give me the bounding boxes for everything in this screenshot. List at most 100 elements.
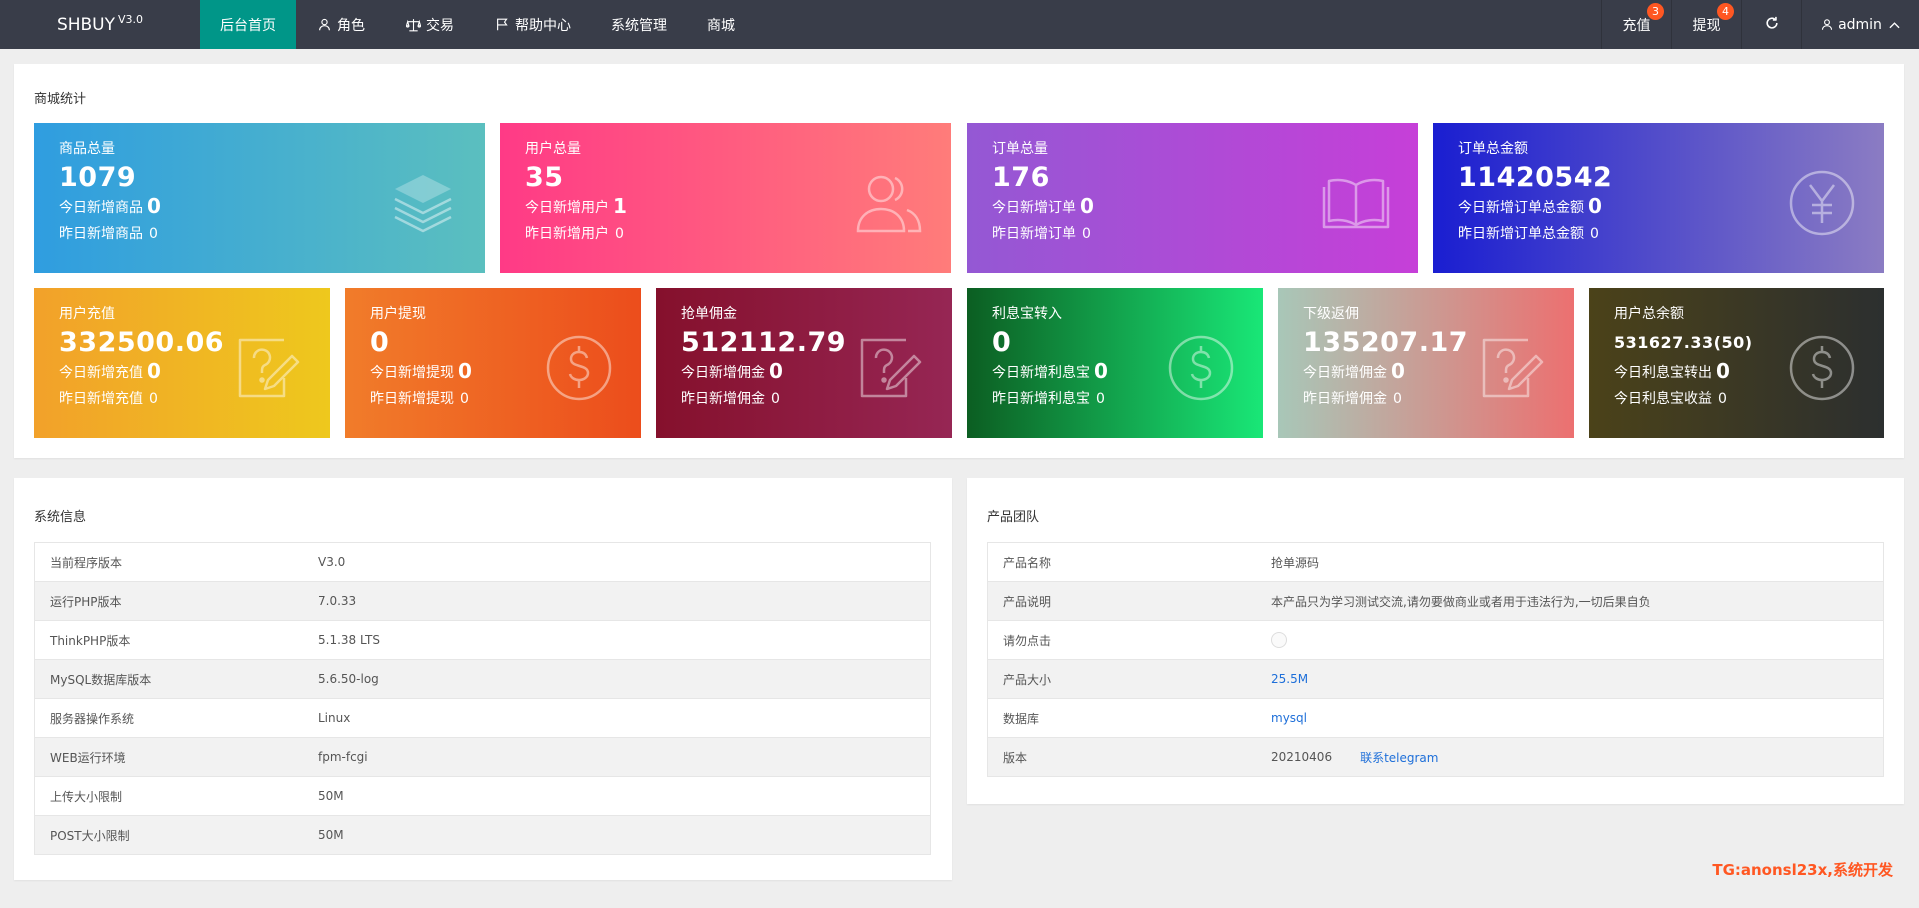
users-icon	[856, 175, 922, 233]
nav-system[interactable]: 系统管理	[591, 0, 687, 49]
dollar-circle-icon	[1168, 335, 1234, 401]
card-second-value: 0	[1096, 391, 1105, 407]
card-today-label: 今日新增订单总金额	[1458, 200, 1584, 216]
row-value: Linux	[318, 711, 351, 725]
stat-card-users[interactable]: 用户总量 35 今日新增用户 1 昨日新增用户 0	[500, 123, 951, 273]
stat-card-order-amount[interactable]: 订单总金额 11420542 今日新增订单总金额 0 昨日新增订单总金额 0	[1433, 123, 1884, 273]
stat-card-interest-in[interactable]: 利息宝转入 0 今日新增利息宝 0 昨日新增利息宝 0	[967, 288, 1263, 438]
user-name: admin	[1838, 16, 1882, 33]
contact-telegram-link[interactable]: 联系telegram	[1360, 750, 1439, 765]
flag-icon	[494, 17, 510, 33]
database-link[interactable]: mysql	[1271, 711, 1307, 725]
card-second-value: 0	[1393, 391, 1402, 407]
card-today-label: 今日利息宝转出	[1614, 365, 1712, 381]
card-title: 利息宝转入	[992, 306, 1062, 322]
table-row: 产品大小 25.5M	[988, 660, 1883, 699]
card-second-label: 昨日新增佣金	[1303, 391, 1387, 407]
row-value: 7.0.33	[318, 594, 357, 608]
card-second-label: 昨日新增商品	[59, 226, 143, 242]
nav-trade[interactable]: 交易	[385, 0, 474, 49]
card-second-value: 0	[1590, 226, 1599, 242]
nav-help[interactable]: 帮助中心	[474, 0, 591, 49]
card-today-label: 今日新增利息宝	[992, 365, 1090, 381]
dollar-circle-icon	[546, 335, 612, 401]
book-icon	[1322, 178, 1390, 229]
card-title: 订单总量	[992, 141, 1048, 157]
card-second-label: 昨日新增充值	[59, 391, 143, 407]
card-today-label: 今日新增提现	[370, 365, 454, 381]
card-today-label: 今日新增订单	[992, 200, 1076, 216]
card-value: 11420542	[1458, 162, 1613, 193]
card-second-label: 今日利息宝收益	[1614, 391, 1712, 407]
system-info-title: 系统信息	[34, 510, 87, 525]
row-key: 上传大小限制	[50, 789, 123, 804]
row-value: 50M	[318, 789, 344, 803]
row-key: 产品说明	[1003, 594, 1052, 609]
stat-card-commission[interactable]: 抢单佣金 512112.79 今日新增佣金 0 昨日新增佣金 0	[656, 288, 952, 438]
refresh-button[interactable]	[1741, 0, 1801, 49]
table-row: 请勿点击	[988, 621, 1883, 660]
card-title: 用户充值	[59, 306, 115, 322]
nav-roles[interactable]: 角色	[296, 0, 385, 49]
card-today-value: 0	[1588, 194, 1602, 218]
watermark: TG:anonsl23x,系统开发	[1712, 861, 1893, 879]
stat-card-rebate[interactable]: 下级返佣 135207.17 今日新增佣金 0 昨日新增佣金 0	[1278, 288, 1574, 438]
nav-home[interactable]: 后台首页	[200, 0, 296, 49]
card-today-label: 今日新增充值	[59, 365, 143, 381]
row-value: 5.6.50-log	[318, 672, 379, 686]
table-row: 运行PHP版本 7.0.33	[35, 582, 930, 621]
table-row: ThinkPHP版本 5.1.38 LTS	[35, 621, 930, 660]
row-key: MySQL数据库版本	[50, 672, 152, 687]
recharge-button[interactable]: 充值 3	[1601, 0, 1671, 49]
stats-title: 商城统计	[34, 92, 87, 107]
table-row: 数据库 mysql	[988, 699, 1883, 738]
stat-card-products[interactable]: 商品总量 1079 今日新增商品 0 昨日新增商品 0	[34, 123, 485, 273]
version-value: 20210406	[1271, 750, 1333, 764]
card-value: 332500.06	[59, 327, 225, 358]
logo-version: V3.0	[118, 13, 144, 26]
nav-trade-label: 交易	[426, 17, 454, 34]
logo[interactable]: SHBUY V3.0	[0, 0, 200, 49]
card-title: 用户总余额	[1614, 306, 1684, 322]
table-row: 产品说明 本产品只为学习测试交流,请勿要做商业或者用于违法行为,一切后果自负	[988, 582, 1883, 621]
nav-mall[interactable]: 商城	[687, 0, 755, 49]
withdraw-button[interactable]: 提现 4	[1671, 0, 1741, 49]
nav-help-label: 帮助中心	[515, 17, 571, 34]
row-key: WEB运行环境	[50, 750, 126, 765]
card-second-label: 昨日新增订单	[992, 226, 1076, 242]
card-second-value: 0	[771, 391, 780, 407]
row-key: POST大小限制	[50, 828, 130, 843]
card-second-value: 0	[1718, 391, 1727, 407]
row-key: ThinkPHP版本	[50, 633, 131, 648]
card-second-label: 昨日新增利息宝	[992, 391, 1090, 407]
user-menu[interactable]: admin	[1801, 0, 1919, 49]
card-title: 订单总金额	[1458, 141, 1528, 157]
card-title: 下级返佣	[1303, 306, 1359, 322]
table-row: MySQL数据库版本 5.6.50-log	[35, 660, 930, 699]
product-size-link[interactable]: 25.5M	[1271, 672, 1309, 686]
nav-system-label: 系统管理	[611, 17, 667, 34]
stat-card-recharge[interactable]: 用户充值 332500.06 今日新增充值 0 昨日新增充值 0	[34, 288, 330, 438]
row-key: 数据库	[1003, 711, 1040, 726]
card-title: 用户提现	[370, 306, 426, 322]
nav-roles-label: 角色	[337, 17, 365, 34]
card-today-value: 1	[613, 194, 627, 218]
user-menu-icon	[1821, 18, 1833, 31]
card-value: 176	[992, 162, 1050, 193]
stat-card-withdraw[interactable]: 用户提现 0 今日新增提现 0 昨日新增提现 0	[345, 288, 641, 438]
top-navbar: SHBUY V3.0 后台首页 角色 交易 帮助中心 系统管理 商城	[0, 0, 1919, 49]
table-row: 产品名称 抢单源码	[988, 543, 1883, 582]
refresh-icon	[1765, 16, 1779, 34]
card-title: 抢单佣金	[681, 306, 737, 322]
card-value: 1079	[59, 162, 137, 193]
card-today-value: 0	[1094, 359, 1108, 383]
row-key: 运行PHP版本	[50, 594, 122, 609]
card-today-label: 今日新增用户	[525, 200, 609, 216]
qq-icon[interactable]	[1271, 632, 1287, 648]
stat-card-orders[interactable]: 订单总量 176 今日新增订单 0 昨日新增订单 0	[967, 123, 1418, 273]
row-value: 本产品只为学习测试交流,请勿要做商业或者用于违法行为,一切后果自负	[1271, 594, 1651, 609]
user-icon	[316, 17, 332, 33]
row-key: 版本	[1003, 750, 1028, 765]
dollar-circle-icon	[1789, 335, 1855, 401]
stat-card-total-balance[interactable]: 用户总余额 531627.33(50) 今日利息宝转出 0 今日利息宝收益 0	[1589, 288, 1884, 438]
